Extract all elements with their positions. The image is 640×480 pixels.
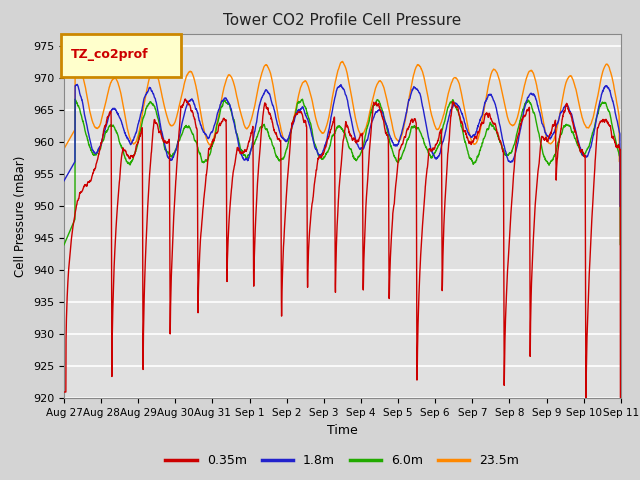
- Title: Tower CO2 Profile Cell Pressure: Tower CO2 Profile Cell Pressure: [223, 13, 461, 28]
- Y-axis label: Cell Pressure (mBar): Cell Pressure (mBar): [15, 156, 28, 276]
- X-axis label: Time: Time: [327, 424, 358, 437]
- Legend: 0.35m, 1.8m, 6.0m, 23.5m: 0.35m, 1.8m, 6.0m, 23.5m: [161, 449, 524, 472]
- FancyBboxPatch shape: [61, 34, 181, 77]
- Text: TZ_co2prof: TZ_co2prof: [70, 48, 148, 61]
